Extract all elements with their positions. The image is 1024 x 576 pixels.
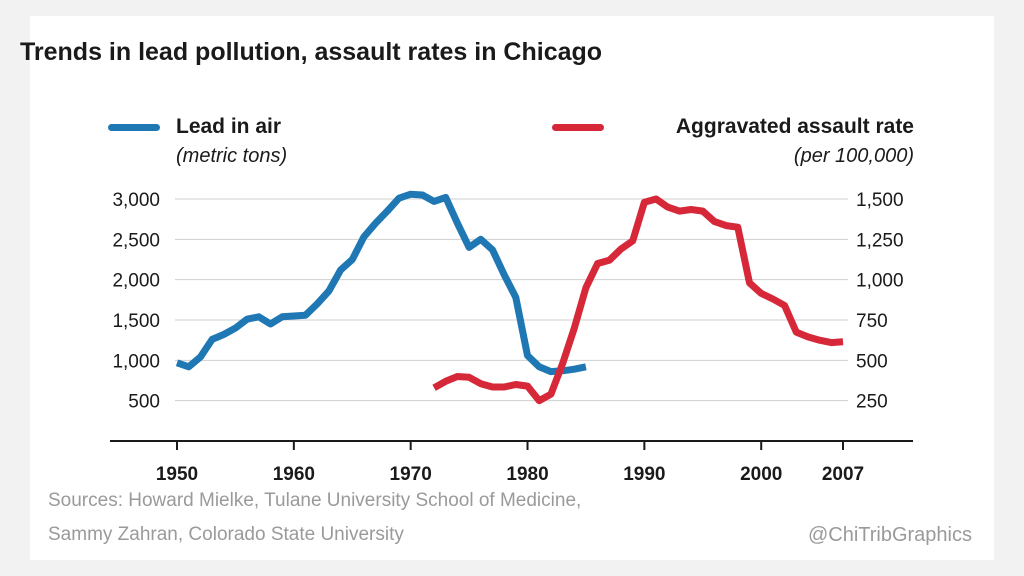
legend-lead-label: Lead in air (176, 115, 282, 138)
y-right-tick-label: 1,000 (856, 271, 904, 292)
x-tick-label: 1980 (506, 464, 548, 485)
x-tick-label: 1950 (156, 464, 198, 485)
x-tick-label: 2007 (822, 464, 864, 485)
legend-lead-swatch (108, 124, 160, 131)
legend-assault-label: Aggravated assault rate (675, 115, 914, 138)
legend-assault-swatch (552, 124, 604, 131)
credit: @ChiTribGraphics (807, 524, 972, 546)
y-left-tick-label: 500 (128, 392, 160, 413)
y-right-tick-label: 1,250 (856, 230, 904, 251)
legend-assault-unit: (per 100,000) (793, 145, 914, 167)
lead-series-line (175, 190, 587, 376)
y-right-tick-label: 250 (856, 392, 888, 413)
y-right-tick-label: 1,500 (856, 190, 904, 211)
x-tick-label: 2000 (740, 464, 782, 485)
x-tick-label: 1970 (390, 464, 432, 485)
legend-lead-unit: (metric tons) (176, 145, 288, 167)
x-tick-label: 1990 (623, 464, 665, 485)
chart-title: Trends in lead pollution, assault rates … (20, 38, 603, 66)
y-left-tick-label: 2,000 (112, 271, 160, 292)
source-line-1: Sources: Howard Mielke, Tulane Universit… (48, 490, 582, 511)
assault-series-line (432, 195, 844, 405)
y-right-tick-label: 750 (856, 311, 888, 332)
y-left-tick-label: 1,000 (112, 351, 160, 372)
y-left-tick-label: 2,500 (112, 230, 160, 251)
y-right-tick-label: 500 (856, 351, 888, 372)
source-line-2: Sammy Zahran, Colorado State University (48, 524, 404, 545)
x-tick-label: 1960 (273, 464, 315, 485)
y-left-tick-label: 1,500 (112, 311, 160, 332)
y-left-tick-label: 3,000 (112, 190, 160, 211)
